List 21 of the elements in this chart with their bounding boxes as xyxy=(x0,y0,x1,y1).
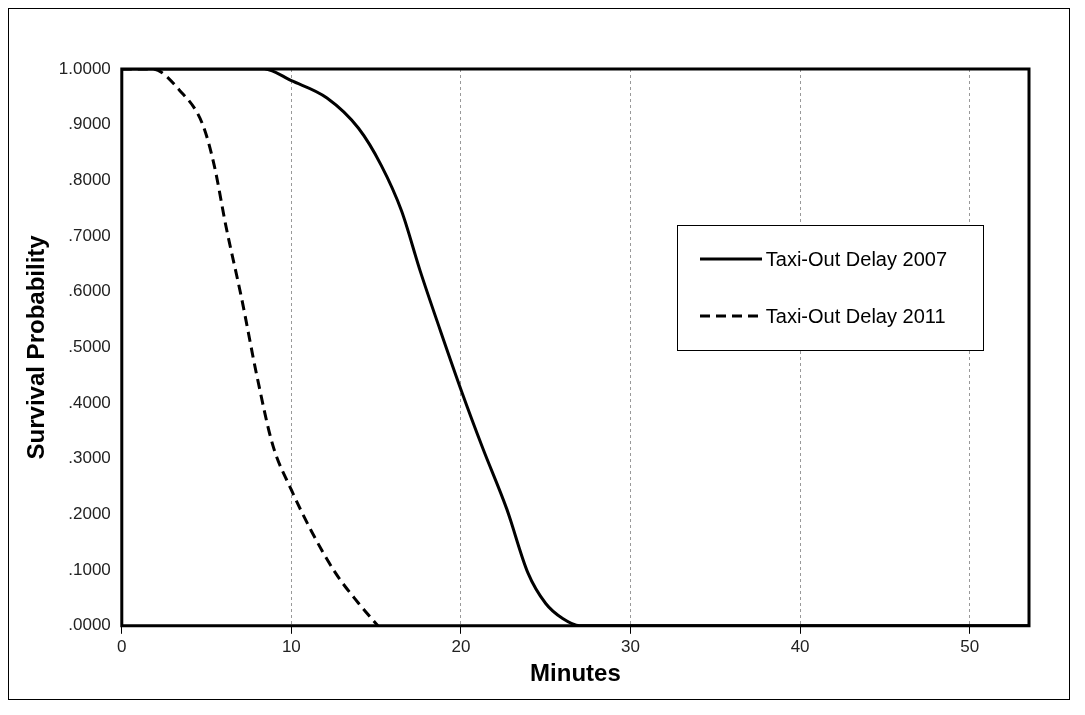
legend-label: Taxi-Out Delay 2011 xyxy=(765,304,946,328)
y-axis-title: Survival Probability xyxy=(22,234,50,460)
y-tick-label: .7000 xyxy=(68,225,111,245)
legend-label: Taxi-Out Delay 2007 xyxy=(765,247,947,271)
y-tick-label: .1000 xyxy=(68,559,111,579)
y-tick-label: .3000 xyxy=(68,448,111,468)
x-tick-label: 50 xyxy=(960,636,980,656)
x-tick-label: 30 xyxy=(621,636,640,656)
y-tick-label: .9000 xyxy=(68,114,111,134)
x-tick-label: 40 xyxy=(790,636,810,656)
x-tick-label: 10 xyxy=(281,636,301,656)
x-axis-title: Minutes xyxy=(530,659,621,687)
y-tick-label: .0000 xyxy=(68,615,111,635)
y-tick-label: .6000 xyxy=(68,281,111,301)
y-tick-label: .8000 xyxy=(68,170,111,190)
x-tick-label: 20 xyxy=(451,636,471,656)
y-tick-label: .2000 xyxy=(68,504,111,524)
y-tick-label: .5000 xyxy=(68,337,111,357)
x-tick-label: 0 xyxy=(117,636,127,656)
y-tick-label: 1.0000 xyxy=(58,58,111,78)
y-tick-label: .4000 xyxy=(68,392,111,412)
